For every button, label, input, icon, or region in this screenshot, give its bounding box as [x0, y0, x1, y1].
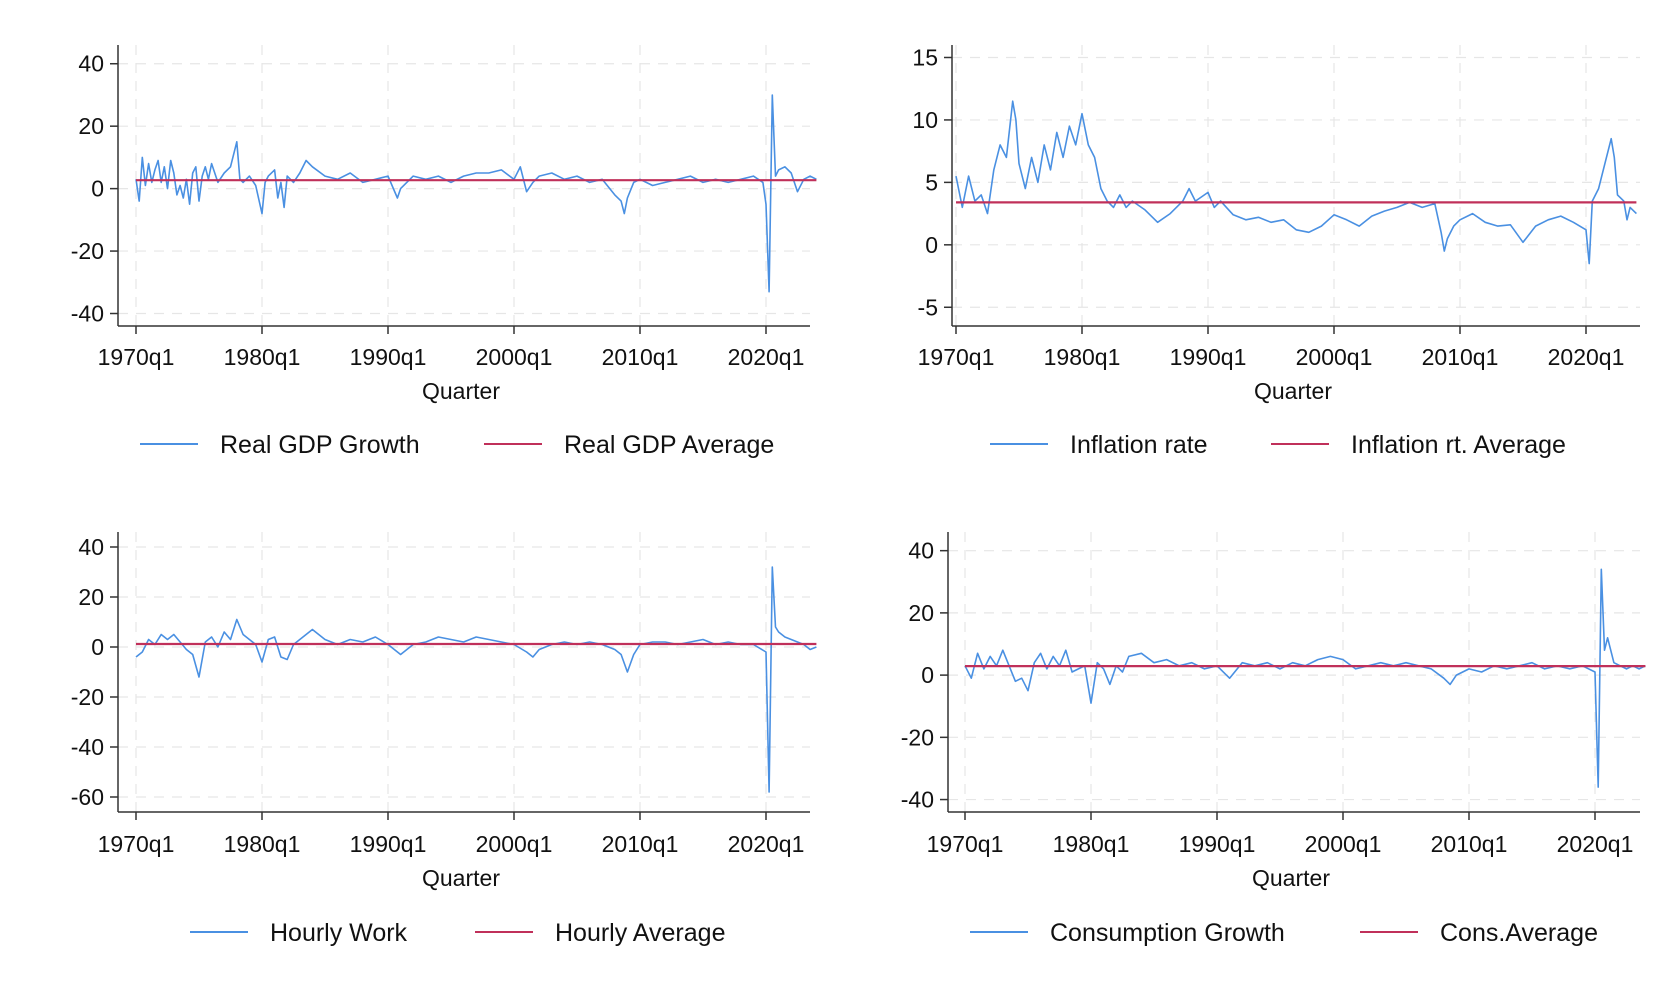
x-tick-label: 2000q1	[476, 344, 553, 370]
x-tick-label: 1980q1	[1044, 344, 1121, 370]
x-axis-title: Quarter	[422, 865, 500, 891]
y-tick-label: 0	[91, 176, 104, 202]
panel-consumption: 40 20 0 -20 -40 1970q1 1980q1 1990q1 2000q1 2010q…	[901, 532, 1646, 947]
y-tick-label: -20	[71, 238, 104, 264]
y-tick-label: 15	[912, 44, 938, 70]
legend-label-0: Inflation rate	[1070, 431, 1208, 459]
x-tick-label: 2000q1	[1296, 344, 1373, 370]
x-tick-label: 2010q1	[1431, 831, 1508, 857]
series-line	[955, 100, 1637, 265]
series-line	[964, 568, 1646, 788]
x-tick-label: 1990q1	[1170, 344, 1247, 370]
series-line	[135, 94, 817, 293]
x-tick-label: 1970q1	[918, 344, 995, 370]
legend-label-1: Cons.Average	[1440, 919, 1598, 947]
x-tick-label: 2000q1	[476, 831, 553, 857]
panel-real-gdp: 40 20 0 -20 -40 1970q1 1980q1 1990q1 2000q1 2010q…	[71, 45, 817, 459]
legend-label-0: Real GDP Growth	[220, 431, 420, 459]
x-tick-label: 1990q1	[350, 831, 427, 857]
x-tick-label: 1980q1	[224, 344, 301, 370]
panel-hourly-work: 40 20 0 -20 -40 -60 1970q1 1980q1 1990q1 2000q1 20…	[71, 532, 817, 947]
y-tick-label: -40	[71, 301, 104, 327]
x-axis-title: Quarter	[422, 378, 500, 404]
y-tick-label: 20	[78, 113, 104, 139]
x-tick-label: 1970q1	[98, 344, 175, 370]
y-tick-label: 0	[921, 662, 934, 688]
x-tick-label: 1970q1	[98, 831, 175, 857]
y-tick-label: 40	[78, 534, 104, 560]
y-tick-label: 20	[908, 600, 934, 626]
y-tick-label: -60	[71, 784, 104, 810]
legend-label-1: Real GDP Average	[564, 431, 774, 459]
y-tick-label: 0	[925, 232, 938, 258]
legend-label-1: Inflation rt. Average	[1351, 431, 1566, 459]
x-tick-label: 2020q1	[1548, 344, 1625, 370]
y-tick-label: -40	[71, 734, 104, 760]
panel-inflation: 15 10 5 0 -5 1970q1 1980q1 1990q1 2000q1 2010q1 20…	[912, 44, 1640, 459]
y-tick-label: 40	[78, 51, 104, 77]
x-tick-label: 2010q1	[1422, 344, 1499, 370]
x-tick-label: 2010q1	[602, 344, 679, 370]
y-tick-label: 0	[91, 634, 104, 660]
x-tick-label: 1980q1	[1053, 831, 1130, 857]
x-tick-label: 1990q1	[350, 344, 427, 370]
x-tick-label: 2010q1	[602, 831, 679, 857]
x-tick-label: 1970q1	[927, 831, 1004, 857]
y-tick-label: 5	[925, 169, 938, 195]
x-tick-label: 1990q1	[1179, 831, 1256, 857]
y-tick-label: -20	[901, 724, 934, 750]
x-tick-label: 2020q1	[728, 344, 805, 370]
y-tick-label: 40	[908, 538, 934, 564]
x-tick-label: 2020q1	[1557, 831, 1634, 857]
y-tick-label: 20	[78, 584, 104, 610]
legend-label-0: Consumption Growth	[1050, 919, 1285, 947]
x-tick-label: 2020q1	[728, 831, 805, 857]
x-tick-label: 1980q1	[224, 831, 301, 857]
y-tick-label: -5	[918, 294, 938, 320]
x-axis-title: Quarter	[1252, 865, 1330, 891]
x-tick-label: 2000q1	[1305, 831, 1382, 857]
y-tick-label: -40	[901, 787, 934, 813]
legend-label-0: Hourly Work	[270, 919, 408, 947]
x-axis-title: Quarter	[1254, 378, 1332, 404]
legend-label-1: Hourly Average	[555, 919, 725, 947]
series-line	[135, 566, 817, 793]
y-tick-label: -20	[71, 684, 104, 710]
y-tick-label: 10	[912, 107, 938, 133]
